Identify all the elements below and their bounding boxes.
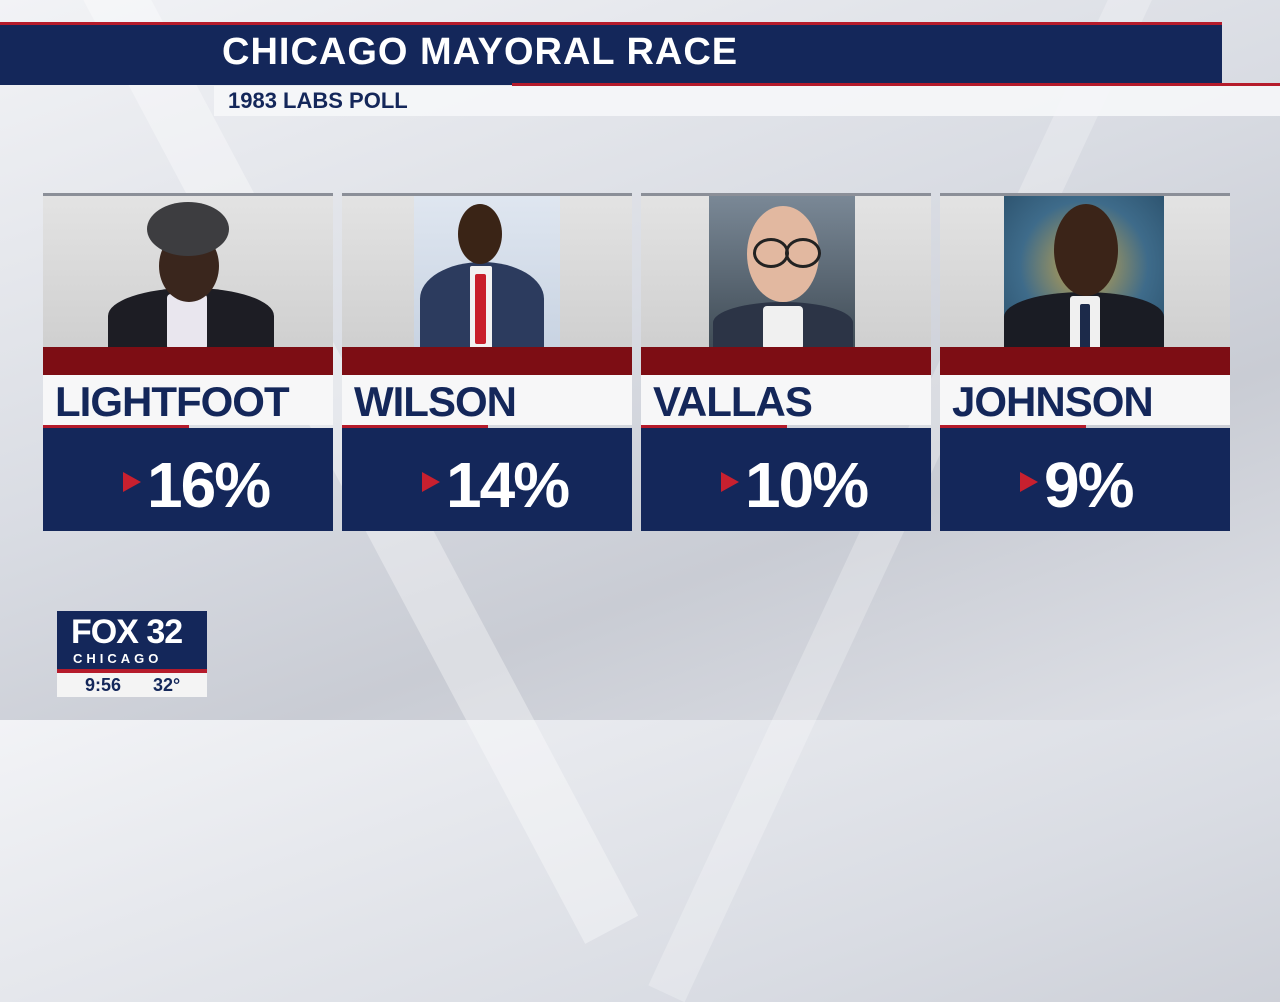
candidate-name: WILSON [354,378,517,425]
play-arrow-icon [721,472,739,492]
title-accent-line [512,83,1280,86]
candidate-photo [641,193,931,350]
candidate-percent: 16% [147,449,271,521]
candidate-percent: 14% [446,449,570,521]
percent-box: 10% [641,428,931,531]
page-subtitle: 1983 LABS POLL [228,88,408,113]
clock-time: 9:56 [85,675,122,695]
red-band [342,347,632,375]
logo-info-bar [57,673,207,697]
percent-box: 14% [342,428,632,531]
name-underline [342,425,488,428]
name-underline [940,425,1086,428]
name-bar: VALLAS [641,375,931,425]
subtitle-bar [214,86,1280,116]
red-band [641,347,931,375]
title-bar [0,22,1222,85]
logo-brand: FOX 32 [71,613,183,651]
logo-top [57,611,207,669]
candidate-card-wilson: WILSON 14% [342,193,632,531]
candidate-name: VALLAS [653,378,813,425]
candidate-card-vallas: VALLAS 10% [641,193,931,531]
candidate-percent: 10% [745,449,869,521]
name-underline [641,425,787,428]
candidate-photo [43,193,333,350]
candidate-percent: 9% [1044,449,1134,521]
station-logo: FOX 32 CHICAGO [57,611,207,697]
percent-box: 9% [940,428,1230,531]
logo-city: CHICAGO [73,651,163,666]
temperature: 32° [153,675,181,695]
candidate-photo [940,193,1230,350]
name-bar: LIGHTFOOT [43,375,333,425]
logo-accent-line [57,669,207,673]
name-bar: JOHNSON [940,375,1230,425]
play-arrow-icon [422,472,440,492]
play-arrow-icon [1020,472,1038,492]
red-band [43,347,333,375]
name-bar: WILSON [342,375,632,425]
play-arrow-icon [123,472,141,492]
candidate-photo [342,193,632,350]
candidate-card-lightfoot: LIGHTFOOT 16% [43,193,333,531]
name-underline [43,425,189,428]
page-title: CHICAGO MAYORAL RACE [222,31,739,73]
candidate-name: LIGHTFOOT [55,378,290,425]
candidate-name: JOHNSON [952,378,1154,425]
candidate-card-johnson: JOHNSON 9% [940,193,1230,531]
red-band [940,347,1230,375]
percent-box: 16% [43,428,333,531]
